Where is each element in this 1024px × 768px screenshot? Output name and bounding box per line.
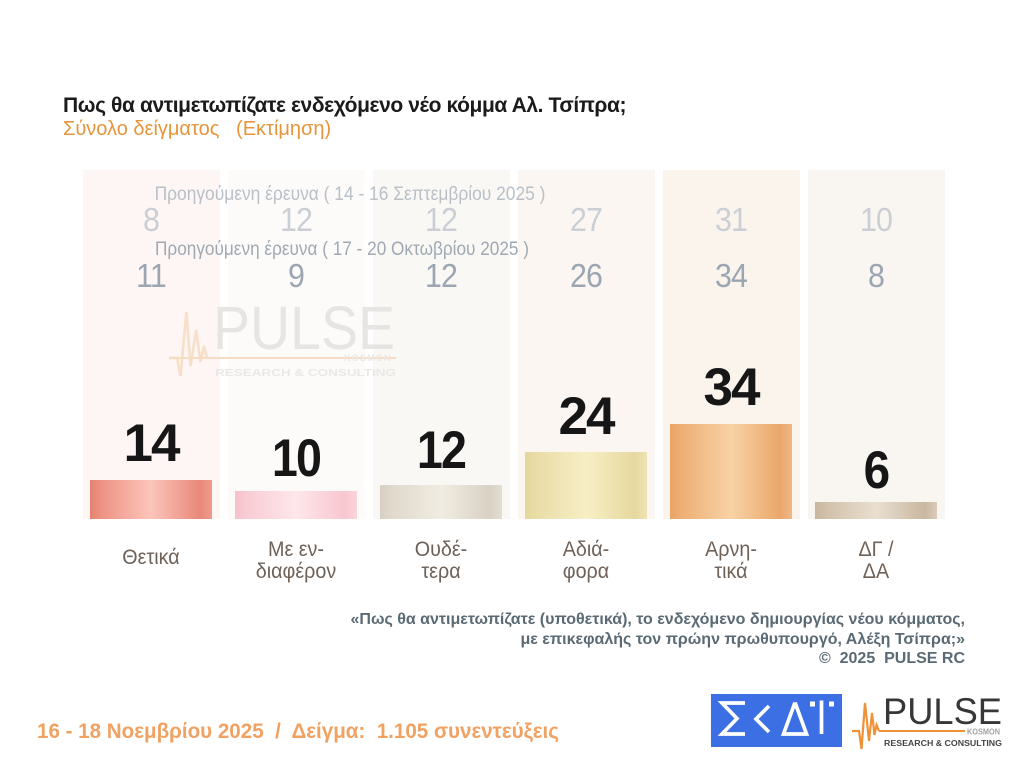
svg-text:RESEARCH & CONSULTING: RESEARCH & CONSULTING: [884, 738, 1002, 748]
svg-text:RESEARCH & CONSULTING: RESEARCH & CONSULTING: [215, 367, 396, 379]
svg-text:PULSE: PULSE: [883, 691, 1002, 732]
svg-text:KOSMON: KOSMON: [344, 353, 392, 363]
svg-text:PULSE: PULSE: [213, 296, 395, 362]
svg-text:KOSMON: KOSMON: [967, 727, 1000, 737]
